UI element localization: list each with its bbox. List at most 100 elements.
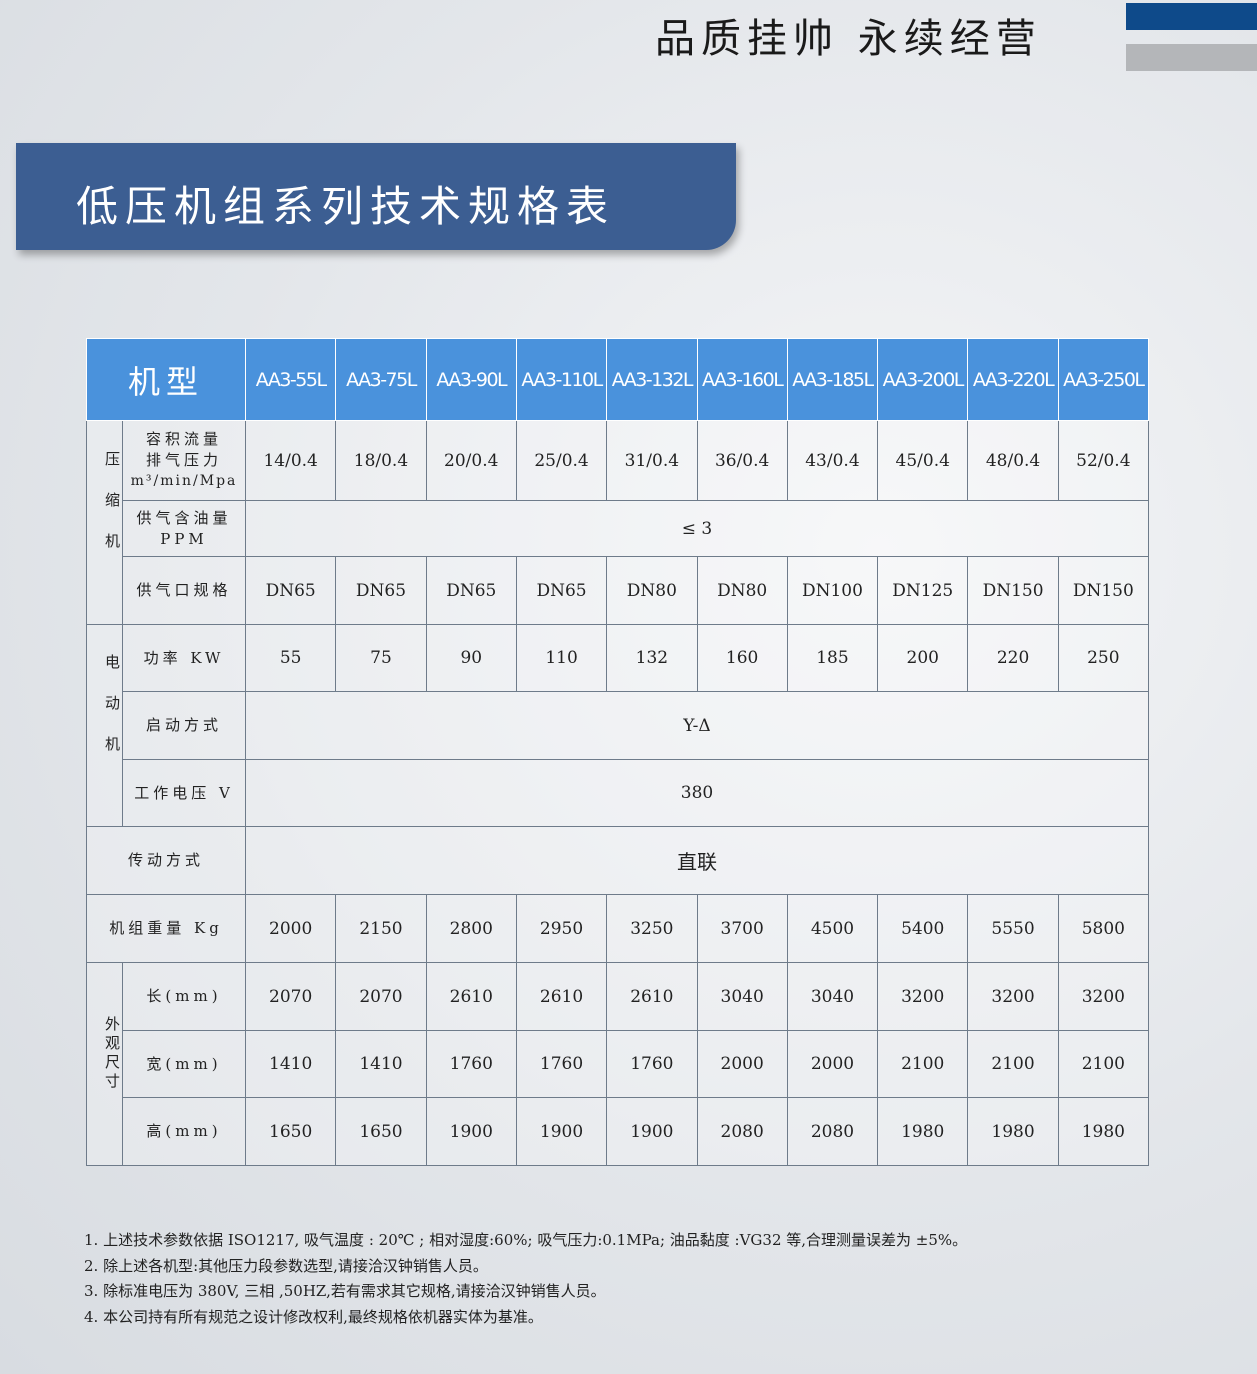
cell: 工作电压 V bbox=[121, 759, 247, 827]
cell: 1900 bbox=[515, 1097, 608, 1166]
note: 2. 除上述各机型:其他压力段参数选型,请接洽汉钟销售人员。 bbox=[84, 1256, 488, 1275]
row-label: 容积流量 排气压力 m³/min/Mpa bbox=[121, 420, 247, 501]
cell: 直联 bbox=[245, 826, 1149, 895]
title-banner: 低压机组系列技术规格表 bbox=[16, 143, 736, 250]
cell: 3200 bbox=[1057, 962, 1149, 1031]
page-title: 低压机组系列技术规格表 bbox=[76, 182, 616, 231]
note: 1. 上述技术参数依据 ISO1217, 吸气温度 : 20℃ ; 相对湿度:6… bbox=[84, 1231, 968, 1249]
cell: ≤ 3 bbox=[245, 500, 1149, 557]
cell: DN125 bbox=[877, 556, 969, 625]
cell: 1650 bbox=[335, 1097, 427, 1166]
cell: DN80 bbox=[606, 556, 698, 625]
cell: 2070 bbox=[245, 962, 337, 1031]
cell: 43/0.4 bbox=[786, 420, 879, 501]
cell: 2150 bbox=[335, 894, 427, 963]
cell: 36/0.4 bbox=[696, 420, 788, 501]
cell: 2080 bbox=[786, 1097, 879, 1166]
cell: 48/0.4 bbox=[967, 420, 1059, 501]
model-header: 机型 bbox=[85, 338, 247, 421]
cell: 2610 bbox=[606, 962, 698, 1031]
cell: 1760 bbox=[515, 1030, 608, 1098]
cell: 宽(mm) bbox=[121, 1030, 247, 1098]
cell: DN150 bbox=[967, 556, 1059, 625]
cell: 2100 bbox=[967, 1030, 1059, 1098]
cell: 1900 bbox=[606, 1097, 698, 1166]
cell: AA3-55L bbox=[245, 338, 337, 421]
group-label: 电动机 bbox=[86, 624, 123, 827]
cell: 长(mm) bbox=[121, 962, 247, 1031]
brand-bar-gray bbox=[1126, 44, 1257, 71]
cell: 3040 bbox=[696, 962, 788, 1031]
group-label: 压缩机 bbox=[86, 420, 123, 625]
cell: 110 bbox=[515, 624, 608, 692]
cell: DN65 bbox=[335, 556, 427, 625]
cell: 启动方式 bbox=[121, 691, 247, 760]
cell: 160 bbox=[696, 624, 788, 692]
note: 3. 除标准电压为 380V, 三相 ,50HZ,若有需求其它规格,请接洽汉钟销… bbox=[84, 1282, 606, 1300]
cell: 2100 bbox=[877, 1030, 969, 1098]
cell: 200 bbox=[877, 624, 969, 692]
cell: 20/0.4 bbox=[425, 420, 517, 501]
cell: 2610 bbox=[425, 962, 517, 1031]
cell: 31/0.4 bbox=[606, 420, 698, 501]
cell: 90 bbox=[425, 624, 517, 692]
cell: 250 bbox=[1057, 624, 1149, 692]
cell: AA3-90L bbox=[425, 338, 517, 421]
cell: 3200 bbox=[967, 962, 1059, 1031]
cell: 2000 bbox=[786, 1030, 879, 1098]
cell: 25/0.4 bbox=[515, 420, 608, 501]
cell: 2610 bbox=[515, 962, 608, 1031]
cell: 4500 bbox=[786, 894, 879, 963]
slogan: 品质挂帅 永续经营 bbox=[655, 16, 1042, 62]
cell: 1410 bbox=[245, 1030, 337, 1098]
cell: 3700 bbox=[696, 894, 788, 963]
cell: 45/0.4 bbox=[877, 420, 969, 501]
cell: 55 bbox=[245, 624, 337, 692]
cell: 2080 bbox=[696, 1097, 788, 1166]
spec-table: 机型 AA3-55L AA3-75L AA3-90L AA3-110L AA3-132L A… bbox=[85, 338, 1149, 1166]
cell: 14/0.4 bbox=[245, 420, 337, 501]
cell: 1900 bbox=[425, 1097, 517, 1166]
cell: 3200 bbox=[877, 962, 969, 1031]
cell: DN65 bbox=[245, 556, 337, 625]
cell: AA3-200L bbox=[877, 338, 969, 421]
cell: AA3-110L bbox=[515, 338, 608, 421]
cell: 1980 bbox=[967, 1097, 1059, 1166]
cell: 185 bbox=[786, 624, 879, 692]
cell: 5800 bbox=[1057, 894, 1149, 963]
cell: 2000 bbox=[245, 894, 337, 963]
cell: 2800 bbox=[425, 894, 517, 963]
notes: 1. 上述技术参数依据 ISO1217, 吸气温度 : 20℃ ; 相对湿度:6… bbox=[84, 1228, 967, 1330]
cell: 2950 bbox=[515, 894, 608, 963]
cell: 1760 bbox=[606, 1030, 698, 1098]
cell: AA3-220L bbox=[967, 338, 1059, 421]
cell: AA3-160L bbox=[696, 338, 788, 421]
cell: 功率 KW bbox=[121, 624, 247, 692]
cell: AA3-250L bbox=[1057, 338, 1149, 421]
cell: 2100 bbox=[1057, 1030, 1149, 1098]
cell: 380 bbox=[245, 759, 1149, 827]
cell: 传动方式 bbox=[85, 826, 247, 895]
cell: 5400 bbox=[877, 894, 969, 963]
group-label: 外观尺寸 bbox=[86, 962, 123, 1166]
cell: 机组重量 Kg bbox=[85, 894, 247, 963]
cell: 1760 bbox=[425, 1030, 517, 1098]
cell: DN65 bbox=[425, 556, 517, 625]
cell: DN150 bbox=[1057, 556, 1149, 625]
cell: 3040 bbox=[786, 962, 879, 1031]
cell: 3250 bbox=[606, 894, 698, 963]
cell: 2070 bbox=[335, 962, 427, 1031]
cell: AA3-185L bbox=[786, 338, 879, 421]
note: 4. 本公司持有所有规范之设计修改权利,最终规格依机器实体为基准。 bbox=[84, 1307, 543, 1326]
cell: 2000 bbox=[696, 1030, 788, 1098]
cell: AA3-132L bbox=[606, 338, 698, 421]
cell: DN100 bbox=[786, 556, 879, 625]
cell: 52/0.4 bbox=[1057, 420, 1149, 501]
cell: 供气口规格 bbox=[121, 556, 247, 625]
cell: 18/0.4 bbox=[335, 420, 427, 501]
cell: 220 bbox=[967, 624, 1059, 692]
cell: 1980 bbox=[877, 1097, 969, 1166]
cell: Y-Δ bbox=[245, 691, 1149, 760]
cell: 75 bbox=[335, 624, 427, 692]
row-label: 供气含油量 PPM bbox=[121, 500, 247, 557]
